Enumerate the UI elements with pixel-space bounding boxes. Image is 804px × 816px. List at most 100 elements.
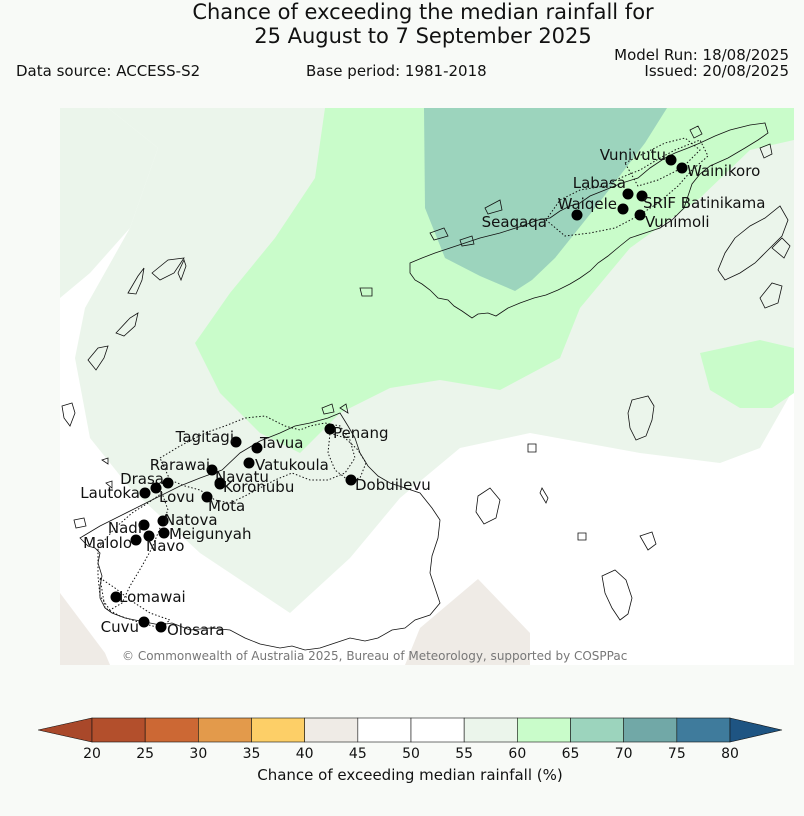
district-labasa [545, 139, 709, 237]
probability-zones [60, 108, 794, 665]
town-tagitagi: Tagitagi [175, 428, 242, 448]
colorbar: 20 25 30 35 40 45 50 55 60 65 70 75 80 [38, 717, 783, 762]
town-label: Vunivutu [600, 146, 666, 164]
town-marker [158, 527, 170, 539]
town-lovu: Lovu [150, 482, 195, 506]
town-label: Tagitagi [175, 428, 234, 446]
town-label: Wainikoro [687, 162, 760, 180]
coast-islet-mid-4 [577, 532, 587, 541]
town-lautoka: Lautoka [80, 484, 151, 502]
data-source: Data source: ACCESS-S2 [16, 62, 201, 80]
town-navo: Navo [143, 530, 184, 555]
town-tavua: Tavua [251, 434, 303, 454]
town-label: Vatukoula [255, 456, 329, 474]
town-label: Labasa [573, 174, 626, 192]
coast-islet-nw-2 [459, 235, 475, 247]
town-label: Nadi [108, 519, 142, 537]
colorbar-segment [251, 717, 305, 743]
colorbar-tick-label: 65 [562, 746, 580, 762]
town-label: Dobuilevu [355, 476, 431, 494]
town-vunimoli: Vunimoli [634, 209, 710, 231]
coast-taveuni [717, 205, 789, 281]
issued-date: Issued: 20/08/2025 [644, 62, 789, 80]
town-marker [162, 477, 174, 489]
colorbar-segment [91, 717, 146, 743]
colorbar-segments [38, 717, 783, 743]
town-vatukoula: Vatukoula [243, 456, 329, 474]
coast-west-islet-1 [61, 402, 76, 427]
town-lomawai: Lomawai [110, 588, 186, 606]
town-marker [251, 442, 263, 454]
colorbar-segment [623, 717, 678, 743]
coast-ovalau [627, 395, 655, 441]
colorbar-segment [517, 717, 571, 743]
town-label: Penang [333, 424, 388, 442]
town-marker [138, 519, 150, 531]
coast-yasawa [177, 258, 187, 282]
colorbar-tick-label: 40 [296, 746, 314, 762]
town-marker [676, 162, 688, 174]
town-label: Meigunyah [169, 525, 251, 543]
town-label: Lomawai [119, 588, 186, 606]
colorbar-extend-low [38, 717, 93, 743]
town-marker [157, 515, 169, 527]
coast-vanua-levu [409, 122, 769, 319]
title-line-1: Chance of exceeding the median rainfall … [192, 0, 654, 24]
colorbar-tick-label: 60 [508, 746, 526, 762]
model-run: Model Run: 18/08/2025 [614, 46, 789, 64]
district-macuata [624, 137, 701, 187]
colorbar-segment [304, 717, 359, 743]
colorbar-tick-label: 25 [136, 746, 154, 762]
town-markers: Vunivutu Wainikoro Labasa Waiqele SRIF Batin… [80, 146, 765, 639]
town-label: Lovu [159, 488, 195, 506]
town-koronubu: Koronubu [214, 478, 294, 496]
town-label: Lautoka [80, 484, 140, 502]
coast-islet-mamanuca-2 [101, 457, 109, 465]
town-label: Waiqele [558, 195, 617, 213]
town-rarawai: Rarawai [150, 456, 218, 476]
town-label: Seaqaqa [482, 213, 547, 231]
zone-55-60-west [60, 108, 158, 298]
colorbar-tick-label: 20 [83, 746, 101, 762]
town-marker [138, 616, 150, 628]
town-penang: Penang [324, 423, 388, 442]
town-mota: Mota [201, 491, 245, 515]
coast-west-islet-4 [127, 267, 145, 295]
zone-65-70 [424, 108, 667, 291]
town-marker [143, 530, 155, 542]
zone-40-45-south [405, 579, 530, 665]
colorbar-segment [357, 717, 412, 743]
colorbar-tick-label: 50 [402, 746, 420, 762]
town-labasa: Labasa [573, 174, 634, 200]
colorbar-segment [570, 717, 624, 743]
base-period: Base period: 1981-2018 [306, 62, 487, 80]
zone-40-45-sw [60, 593, 110, 665]
rainfall-map[interactable]: Vunivutu Wainikoro Labasa Waiqele SRIF Batin… [60, 108, 794, 665]
town-olosara: Olosara [155, 621, 225, 639]
coast-islet-nw-1 [429, 227, 449, 241]
colorbar-segment [144, 717, 199, 743]
town-nadi: Nadi [108, 519, 150, 537]
town-vunivutu: Vunivutu [600, 146, 677, 166]
town-label: Olosara [167, 621, 225, 639]
town-marker [345, 474, 357, 486]
colorbar-tick-label: 45 [349, 746, 367, 762]
colorbar-tick-label: 35 [243, 746, 261, 762]
coast-west-islet-2 [87, 345, 109, 371]
town-label: Koronubu [223, 478, 294, 496]
colorbar-tick-label: 55 [455, 746, 473, 762]
town-marker [201, 491, 213, 503]
coast-islet-east-3 [771, 237, 791, 259]
map-canvas: Vunivutu Wainikoro Labasa Waiqele SRIF Batin… [60, 108, 794, 665]
town-dobuilevu: Dobuilevu [345, 474, 431, 494]
colorbar-label: Chance of exceeding median rainfall (%) [257, 766, 563, 784]
town-seaqaqa: Seaqaqa [482, 209, 583, 231]
title-line-2: 25 August to 7 September 2025 [254, 24, 592, 48]
town-marker [571, 209, 583, 221]
colorbar-segment [676, 717, 731, 743]
town-srif-batinikama: SRIF Batinikama [636, 190, 765, 212]
town-label: Vunimoli [645, 213, 710, 231]
colorbar-extend-high [729, 717, 783, 743]
coast-west-islet-5 [151, 257, 185, 281]
coast-islet-mid-1 [359, 287, 373, 297]
